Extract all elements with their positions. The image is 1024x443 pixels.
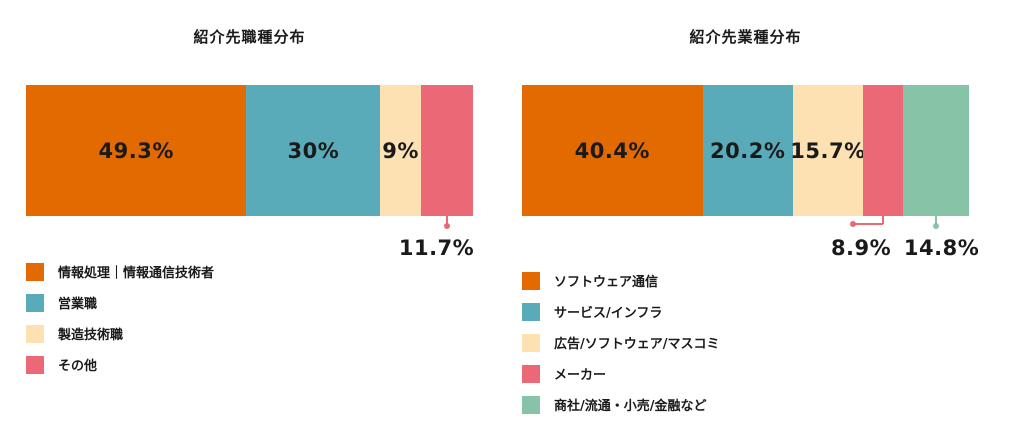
bar-segment: 20.2% <box>702 85 793 216</box>
callout-line <box>852 223 883 225</box>
callout-line <box>445 216 448 225</box>
legend-item: 商社/流通・小売/金融など <box>522 395 707 414</box>
legend-swatch <box>522 333 540 352</box>
legend-item: その他 <box>26 355 97 374</box>
chart-title: 紹介先職種分布 <box>193 28 306 46</box>
legend-label: 営業職 <box>58 297 98 312</box>
callout-line <box>881 216 884 224</box>
data-label: 40.4% <box>574 138 650 163</box>
legend-item: ソフトウェア通信 <box>522 271 658 290</box>
callout-line <box>934 216 937 225</box>
legend-item: 営業職 <box>26 293 97 312</box>
bar-segment <box>863 85 903 216</box>
legend-label: メーカー <box>554 368 607 383</box>
legend-item: 広告/ソフトウェア/マスコミ <box>522 333 720 352</box>
data-label: 9% <box>382 138 419 163</box>
bar-segment: 40.4% <box>522 85 703 216</box>
data-label: 14.8% <box>903 236 980 260</box>
legend-label: ソフトウェア通信 <box>554 275 659 290</box>
stacked-bar: 49.3% 30% 9% <box>26 85 473 216</box>
legend: 情報処理｜情報通信技術者 営業職製造技術職その他 <box>26 262 446 382</box>
bar-segment <box>420 85 473 216</box>
chart-title: 紹介先業種分布 <box>689 28 802 46</box>
legend-swatch <box>522 271 540 290</box>
bar-segment: 15.7% <box>790 85 866 216</box>
legend-item: 製造技術職 <box>26 324 123 343</box>
legend-swatch <box>522 395 540 414</box>
legend-item: メーカー <box>522 364 606 383</box>
callout-dot <box>849 221 856 227</box>
legend-label: 商社/流通・小売/金融など <box>554 399 707 414</box>
data-label: 11.7% <box>398 236 475 260</box>
stacked-bar: 40.4% 20.2% 15.7% <box>522 85 969 216</box>
industry-chart: 紹介先業種分布 40.4% 20.2% 15.7% ソフトウェア通信 サービス/インフ… <box>522 0 979 443</box>
bar-segment: 49.3% <box>26 85 247 216</box>
legend-label: サービス/インフラ <box>554 306 663 321</box>
legend-swatch <box>26 293 44 312</box>
data-label: 30% <box>287 138 340 163</box>
legend-swatch <box>522 364 540 383</box>
bar-segment <box>902 85 969 216</box>
legend-item: サービス/インフラ <box>522 302 662 321</box>
data-label: 8.9% <box>830 236 892 260</box>
legend-swatch <box>522 302 540 321</box>
legend-swatch <box>26 324 44 343</box>
legend-item: 情報処理｜情報通信技術者 <box>26 262 214 281</box>
callout-dot <box>932 223 939 229</box>
legend-swatch <box>26 355 44 374</box>
data-label: 49.3% <box>98 138 174 163</box>
legend-label: 製造技術職 <box>58 328 124 343</box>
job-type-chart: 紹介先職種分布 49.3% 30% 9% 情報処理｜情報通信技術者 営業職製造技術職そ… <box>26 0 475 443</box>
legend-label: 広告/ソフトウェア/マスコミ <box>554 337 720 352</box>
bar-segment: 30% <box>246 85 381 216</box>
data-label: 20.2% <box>710 138 786 163</box>
legend-swatch <box>26 262 44 281</box>
data-label: 15.7% <box>790 138 866 163</box>
legend-label: 情報処理｜情報通信技術者 <box>58 266 215 281</box>
legend-label: その他 <box>58 359 98 374</box>
callout-dot <box>443 223 450 229</box>
bar-segment: 9% <box>380 85 421 216</box>
legend: ソフトウェア通信 サービス/インフラ広告/ソフトウェア/マスコミ メーカー商社/流通… <box>522 271 942 421</box>
